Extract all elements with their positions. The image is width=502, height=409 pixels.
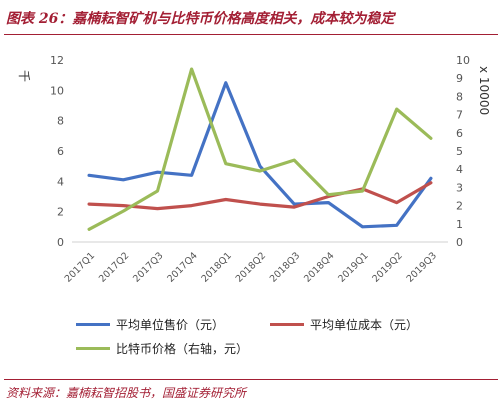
y-right-unit: x 10000: [477, 66, 491, 115]
x-tick-label: 2018Q4: [302, 250, 336, 284]
y-right-tick-label: 1: [456, 218, 463, 231]
x-tick-label: 2019Q1: [336, 250, 370, 284]
series-line-2: [87, 67, 433, 231]
y-left-unit: 千: [17, 70, 31, 82]
y-left-tick-label: 4: [57, 175, 64, 188]
legend-label-avg-cost: 平均单位成本（元）: [310, 318, 419, 332]
legend-swatch-btc-price: [76, 347, 110, 350]
y-right-tick-label: 8: [456, 90, 463, 103]
chart-series: [87, 67, 433, 231]
y-right-tick-label: 3: [456, 181, 463, 194]
chart-legend: 平均单位售价（元） 平均单位成本（元） 比特币价格（右轴，元）: [60, 310, 480, 370]
y-right-tick-label: 10: [456, 54, 470, 67]
legend-item-btc-price: 比特币价格（右轴，元）: [76, 340, 248, 357]
x-tick-label: 2017Q1: [63, 250, 97, 284]
x-tick-label: 2018Q1: [200, 250, 234, 284]
legend-label-btc-price: 比特币价格（右轴，元）: [116, 342, 249, 356]
x-tick-label: 2019Q3: [405, 250, 439, 284]
y-right-tick-label: 5: [456, 145, 463, 158]
y-left-tick-label: 6: [57, 145, 64, 158]
legend-item-avg-price: 平均单位售价（元）: [76, 316, 224, 333]
x-tick-label: 2017Q3: [131, 250, 165, 284]
legend-swatch-avg-cost: [270, 323, 304, 326]
y-right-tick-label: 0: [456, 236, 463, 249]
y-left-tick-label: 12: [50, 54, 64, 67]
y-right-tick-label: 6: [456, 127, 463, 140]
x-tick-label: 2019Q2: [370, 250, 404, 284]
title-divider: [4, 34, 498, 35]
chart-title: 图表 26：嘉楠耘智矿机与比特币价格高度相关，成本较为稳定: [6, 11, 395, 27]
legend-swatch-avg-price: [76, 323, 110, 326]
series-line-1: [87, 181, 433, 211]
x-tick-label: 2017Q2: [97, 250, 131, 284]
y-right-tick-label: 9: [456, 72, 463, 85]
x-tick-label: 2017Q4: [165, 250, 199, 284]
x-tick-label: 2018Q3: [268, 250, 302, 284]
x-tick-label: 2018Q2: [234, 250, 268, 284]
y-left-tick-label: 10: [50, 84, 64, 97]
y-right-tick-label: 2: [456, 200, 463, 213]
y-right-tick-label: 4: [456, 163, 463, 176]
y-left-tick-label: 8: [57, 115, 64, 128]
footer-divider: [4, 379, 498, 380]
legend-item-avg-cost: 平均单位成本（元）: [270, 316, 418, 333]
legend-label-avg-price: 平均单位售价（元）: [116, 318, 225, 332]
y-right-tick-label: 7: [456, 109, 463, 122]
source-note: 资料来源：嘉楠耘智招股书，国盛证券研究所: [6, 386, 247, 400]
series-line-0: [87, 81, 433, 229]
y-left-tick-label: 2: [57, 206, 64, 219]
y-left-tick-label: 0: [57, 236, 64, 249]
